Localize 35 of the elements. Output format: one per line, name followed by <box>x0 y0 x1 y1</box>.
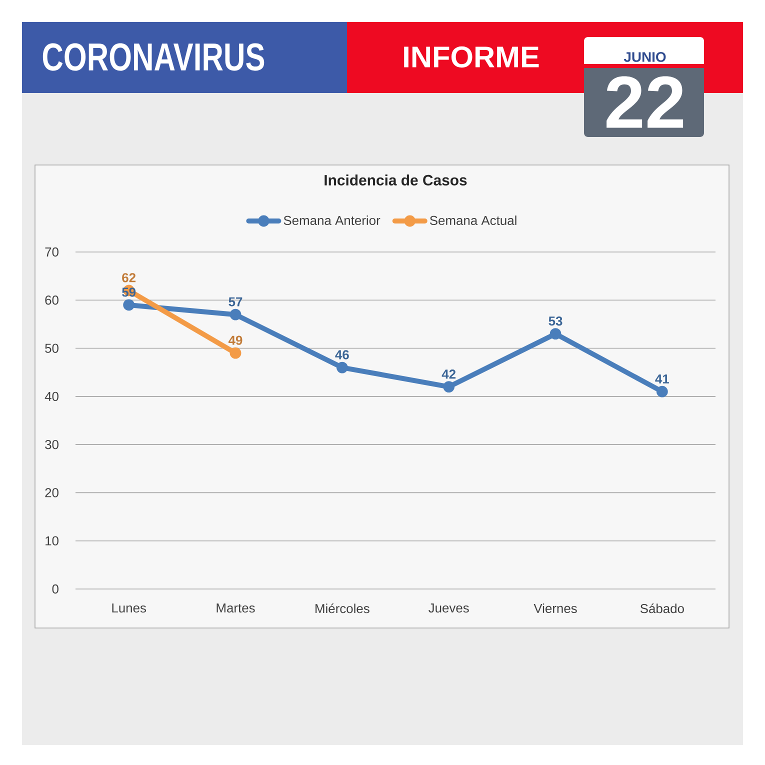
y-tick-label: 10 <box>46 536 58 546</box>
legend-label: Semana Anterior <box>284 216 380 226</box>
point <box>656 386 668 398</box>
data-label: 53 <box>548 316 562 326</box>
y-tick-label: 20 <box>45 488 58 498</box>
y-tick-label: 0 <box>52 584 58 594</box>
data-label: 57 <box>228 297 242 306</box>
x-tick-label: Martes <box>216 604 255 613</box>
x-tick-label: Sábado <box>640 604 684 614</box>
data-label: 62 <box>122 273 136 282</box>
point <box>336 362 348 374</box>
data-label: 41 <box>655 374 670 384</box>
point <box>443 381 455 392</box>
x-tick-label: Jueves <box>428 604 469 613</box>
text: CORONAVIRUS <box>42 43 264 71</box>
data-label: 46 <box>335 350 349 360</box>
x-tick-label: Lunes <box>112 604 146 613</box>
legend-label: Semana Actual <box>430 216 516 226</box>
point <box>230 308 242 320</box>
text: 22 <box>606 76 684 128</box>
y-tick-label: 30 <box>45 440 58 450</box>
data-label: 49 <box>228 336 242 345</box>
point <box>550 328 562 340</box>
y-tick-label: 50 <box>45 344 58 353</box>
y-tick-label: 40 <box>44 392 58 402</box>
text: JUNIO <box>624 52 666 62</box>
x-tick-label: Viernes <box>534 604 577 614</box>
point <box>230 347 242 359</box>
y-tick-label: 70 <box>45 247 58 257</box>
text: INFORME <box>404 46 539 68</box>
x-tick-label: Miércoles <box>316 604 370 614</box>
y-tick-label: 60 <box>45 296 58 305</box>
point <box>123 299 135 311</box>
chart-title: Incidencia de Casos <box>324 174 467 186</box>
data-label: 42 <box>442 370 456 379</box>
